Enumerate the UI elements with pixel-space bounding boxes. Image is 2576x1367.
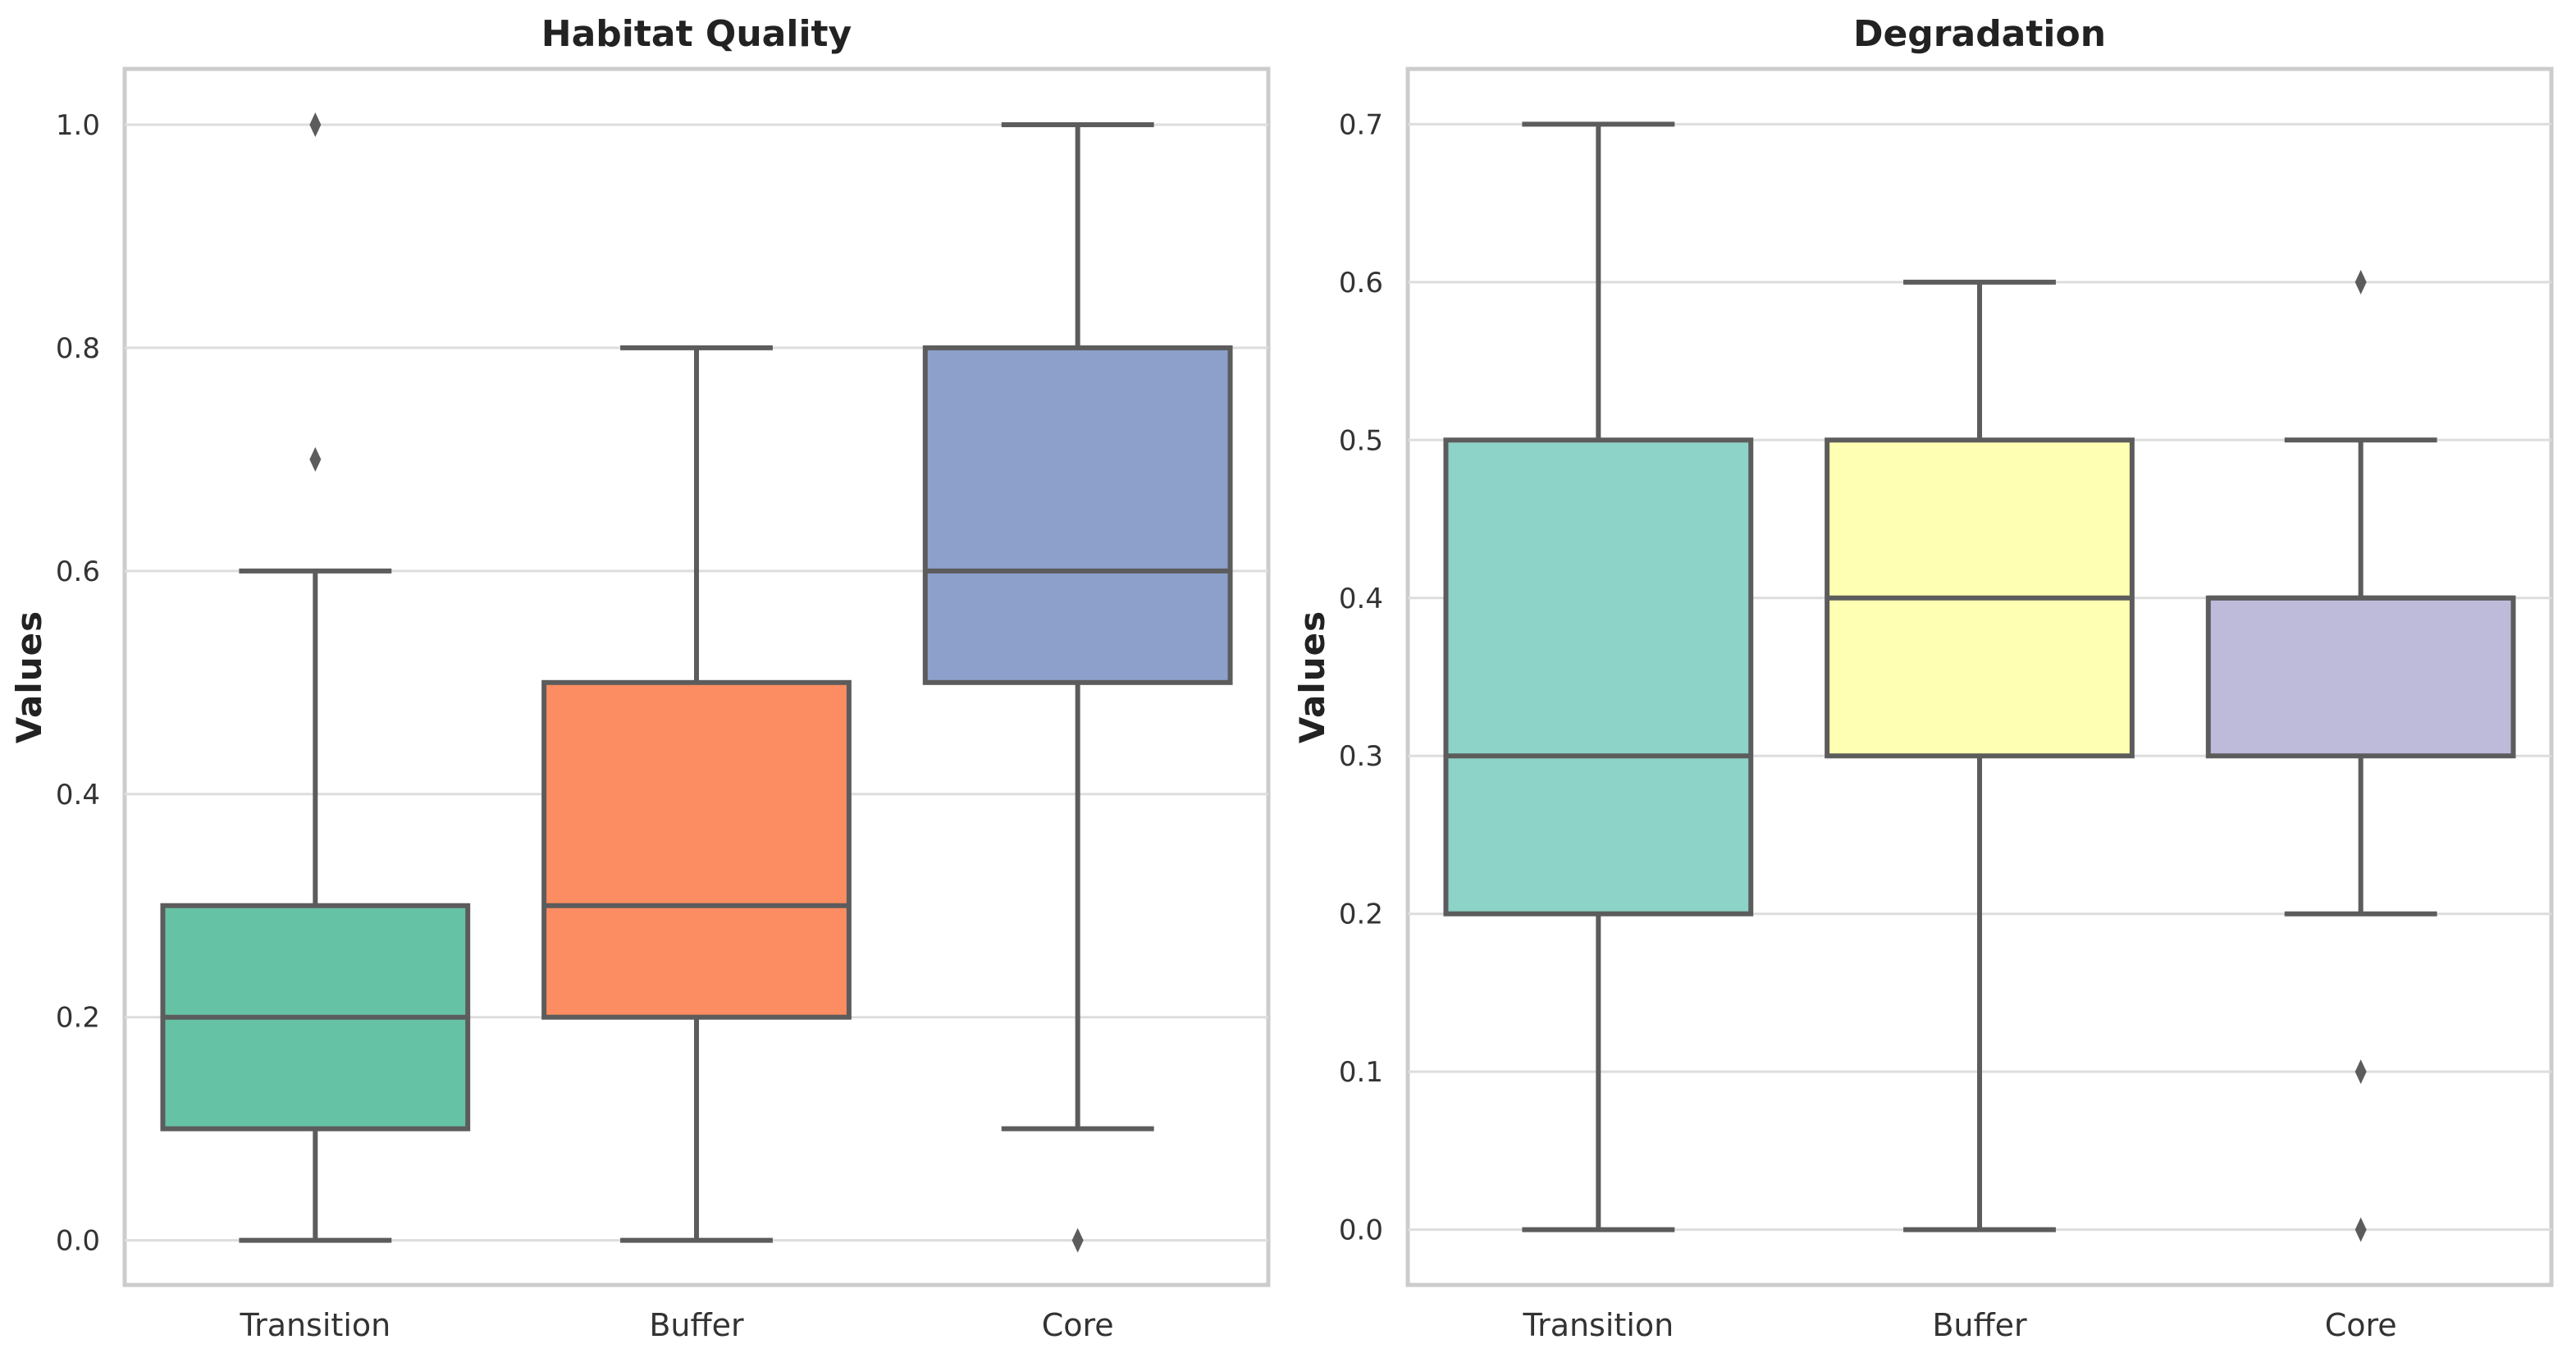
- y-tick-label: 0.7: [1339, 108, 1383, 141]
- y-tick-label: 0.4: [1339, 583, 1383, 615]
- box-transition: [160, 112, 471, 1243]
- x-tick-label: Buffer: [649, 1307, 744, 1343]
- y-tick-label: 0.2: [56, 1002, 100, 1035]
- outlier-point: [309, 446, 322, 472]
- outlier-point: [2354, 269, 2367, 295]
- y-tick-label: 0.6: [1339, 267, 1383, 299]
- y-tick-label: 0.5: [1339, 424, 1383, 457]
- y-tick-label: 0.8: [56, 332, 100, 365]
- iqr-box: [541, 679, 852, 1020]
- outlier-point: [2354, 1059, 2367, 1085]
- habitat-quality-chart: 0.0 0.2 0.4 0.6 0.8 1.0 Transition Buffer Core Ha…: [9, 13, 1271, 1343]
- y-tick-label: 0.1: [1339, 1056, 1383, 1089]
- chart-title: Habitat Quality: [541, 13, 852, 55]
- outlier-point: [1071, 1228, 1084, 1253]
- box-core: [2205, 269, 2516, 1242]
- outlier-point: [309, 112, 322, 137]
- y-axis-label: Values: [9, 610, 49, 743]
- box-transition: [1443, 121, 1754, 1232]
- iqr-box: [2205, 595, 2516, 759]
- x-tick-label: Transition: [1522, 1307, 1674, 1343]
- x-tick-label: Core: [2325, 1307, 2397, 1343]
- x-tick-label: Core: [1042, 1307, 1114, 1343]
- y-axis-label: Values: [1292, 610, 1332, 743]
- y-tick-label: 0.6: [56, 555, 100, 588]
- x-tick-label: Transition: [239, 1307, 391, 1343]
- box-core: [922, 121, 1233, 1253]
- y-tick-label: 0.2: [1339, 898, 1383, 931]
- box-buffer: [1825, 279, 2135, 1232]
- box-buffer: [541, 345, 852, 1243]
- y-tick-label: 1.0: [56, 109, 100, 142]
- y-tick-label: 0.4: [56, 779, 100, 812]
- degradation-chart: 0.0 0.1 0.2 0.3 0.4 0.5 0.6 0.7 Transition Buffer…: [1292, 13, 2554, 1343]
- x-tick-label: Buffer: [1932, 1307, 2027, 1343]
- iqr-box: [922, 345, 1233, 685]
- outlier-point: [2354, 1217, 2367, 1242]
- chart-title: Degradation: [1853, 13, 2106, 55]
- y-tick-label: 0.3: [1339, 740, 1383, 773]
- iqr-box: [1443, 437, 1754, 917]
- y-tick-label: 0.0: [1339, 1214, 1383, 1247]
- y-tick-label: 0.0: [56, 1225, 100, 1258]
